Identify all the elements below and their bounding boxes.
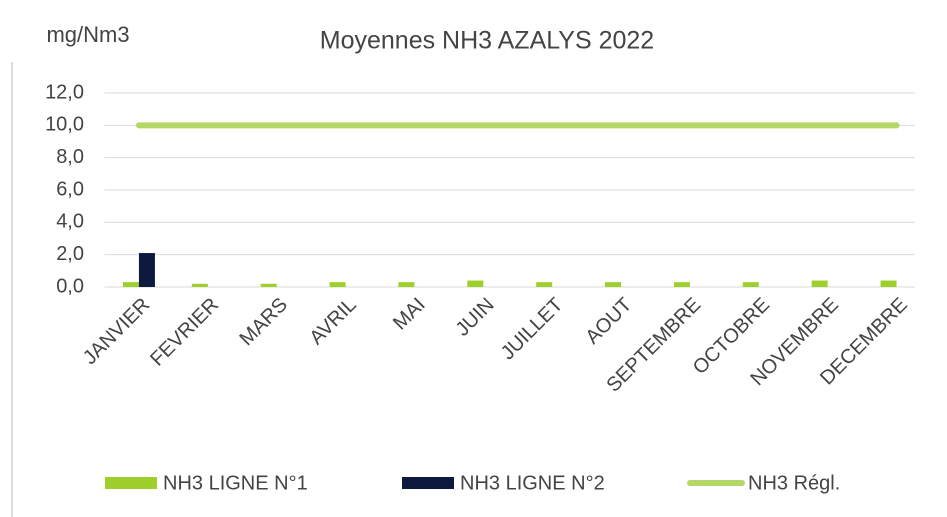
bar [138,253,155,287]
bar [467,280,484,287]
y-tick-label: 8,0 [56,146,84,168]
y-tick-label: 12,0 [45,81,84,103]
y-tick-label: 2,0 [56,243,84,265]
bar [605,282,622,287]
x-tick-label: JUIN [452,294,499,341]
legend-label: NH3 Régl. [748,472,840,494]
bar [536,282,553,287]
legend-label: NH3 LIGNE N°2 [460,472,605,494]
x-tick-label: JANVIER [79,294,154,369]
y-tick-label: 0,0 [56,275,84,297]
x-tick-label: AVRIL [305,294,360,349]
x-tick-label: JUILLET [497,294,568,365]
bar [880,280,897,287]
legend-label: NH3 LIGNE N°1 [163,472,308,494]
bar [673,282,690,287]
x-tick-label: FEVRIER [146,294,223,371]
chart-title: Moyennes NH3 AZALYS 2022 [320,27,654,55]
bar [329,282,346,287]
y-tick-label: 10,0 [45,114,84,136]
bar [191,283,208,287]
y-tick-label: 6,0 [56,178,84,200]
bar [742,282,759,287]
x-tick-label: AOUT [581,294,636,349]
bar [398,282,415,287]
y-tick-label: 4,0 [56,211,84,233]
legend-swatch [105,477,157,489]
x-tick-label: MAI [389,294,430,335]
bar [811,280,828,287]
legend-swatch [402,477,454,489]
bar [122,282,139,287]
y-axis-label: mg/Nm3 [46,22,129,47]
bar [260,283,277,287]
x-tick-label: MARS [236,294,292,350]
